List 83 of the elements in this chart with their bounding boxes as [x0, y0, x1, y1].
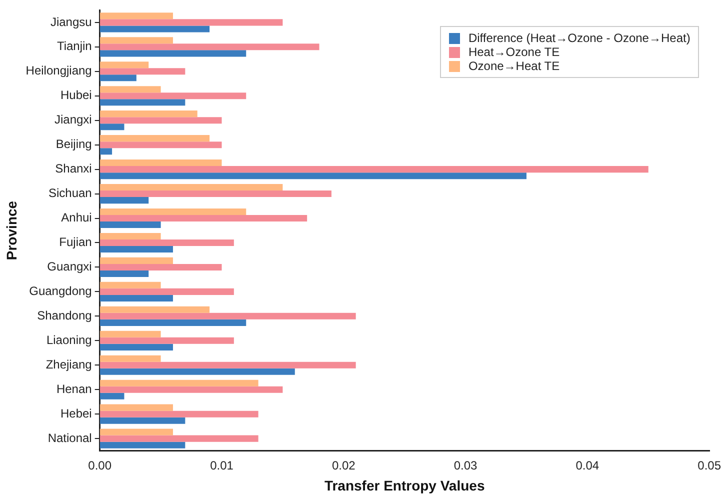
bar: [100, 435, 258, 442]
bar: [100, 160, 222, 166]
bar: [100, 239, 234, 246]
bar: [100, 337, 234, 344]
x-tick-label: 0.03: [454, 458, 478, 472]
bar: [100, 172, 526, 180]
bar: [100, 392, 124, 400]
bar: [100, 294, 173, 302]
bar: [100, 208, 246, 215]
bar: [100, 380, 258, 386]
bar: [100, 166, 648, 173]
y-tick-label: Sichuan: [48, 186, 92, 200]
bar: [100, 257, 173, 264]
x-tick-label: 0.00: [88, 458, 112, 472]
bar: [100, 184, 283, 191]
y-tick-label: Guangxi: [47, 260, 92, 274]
bar: [100, 417, 186, 424]
y-tick-label: Zhejiang: [46, 357, 92, 372]
x-tick-label: 0.04: [576, 458, 600, 472]
bar: [100, 386, 283, 393]
bar: [100, 344, 173, 350]
legend-label: Difference (Heat→Ozone - Ozone→Heat): [468, 31, 690, 46]
bar: [100, 246, 173, 253]
bar: [100, 74, 136, 82]
bar: [100, 37, 173, 44]
bar: [100, 117, 222, 124]
bar: [100, 264, 222, 270]
bar: [100, 26, 210, 32]
bar: [100, 319, 246, 326]
bar: [100, 368, 295, 375]
bar: [100, 410, 258, 418]
y-tick-label: Anhui: [61, 210, 92, 225]
y-tick-label: Guangdong: [29, 284, 92, 298]
bar: [100, 404, 173, 411]
y-axis-title: Province: [3, 200, 20, 260]
y-tick-label: Heilongjiang: [26, 64, 92, 78]
bar: [100, 110, 198, 118]
bar: [100, 142, 222, 148]
x-tick-label: 0.05: [698, 458, 722, 472]
y-tick-label: Henan: [56, 382, 92, 396]
x-tick-label: 0.01: [210, 458, 234, 472]
y-tick-label: National: [48, 430, 92, 445]
x-tick-label: 0.02: [332, 458, 356, 472]
y-tick-label: Shanxi: [55, 162, 92, 176]
bar: [100, 135, 210, 142]
bar: [100, 12, 173, 20]
x-axis-title: Transfer Entropy Values: [324, 477, 485, 494]
bar: [100, 270, 149, 278]
bar: [100, 288, 234, 295]
bar: [100, 362, 356, 368]
bar: [100, 68, 186, 75]
y-tick-label: Hubei: [60, 88, 92, 102]
bar: [100, 282, 161, 288]
bar: [100, 306, 210, 313]
bar: [100, 428, 173, 436]
bar: [100, 124, 124, 130]
bar: [100, 215, 308, 222]
bar: [100, 148, 112, 155]
bar: [100, 50, 246, 57]
y-tick-label: Tianjin: [56, 39, 92, 54]
y-tick-label: Jiangsu: [50, 14, 92, 29]
bar: [100, 197, 149, 204]
y-tick-label: Liaoning: [46, 332, 92, 347]
bar: [100, 222, 161, 228]
bar: [100, 99, 186, 106]
y-tick-label: Fujian: [59, 235, 92, 250]
legend-label: Heat→Ozone TE: [468, 45, 560, 60]
bar: [100, 44, 320, 50]
bar: [100, 442, 186, 448]
y-tick-label: Jiangxi: [54, 112, 92, 127]
y-tick-label: Shandong: [37, 308, 92, 322]
bar: [100, 312, 356, 320]
bar: [100, 232, 161, 240]
bar: [100, 330, 161, 338]
legend-label: Ozone→Heat TE: [468, 59, 560, 74]
bar: [100, 62, 149, 68]
y-tick-label: Hebei: [60, 406, 92, 420]
bar: [100, 355, 161, 362]
y-tick-label: Beijing: [56, 137, 92, 152]
bar: [100, 19, 283, 26]
bar: [100, 92, 246, 100]
bar: [100, 190, 332, 198]
bar: [100, 86, 161, 93]
